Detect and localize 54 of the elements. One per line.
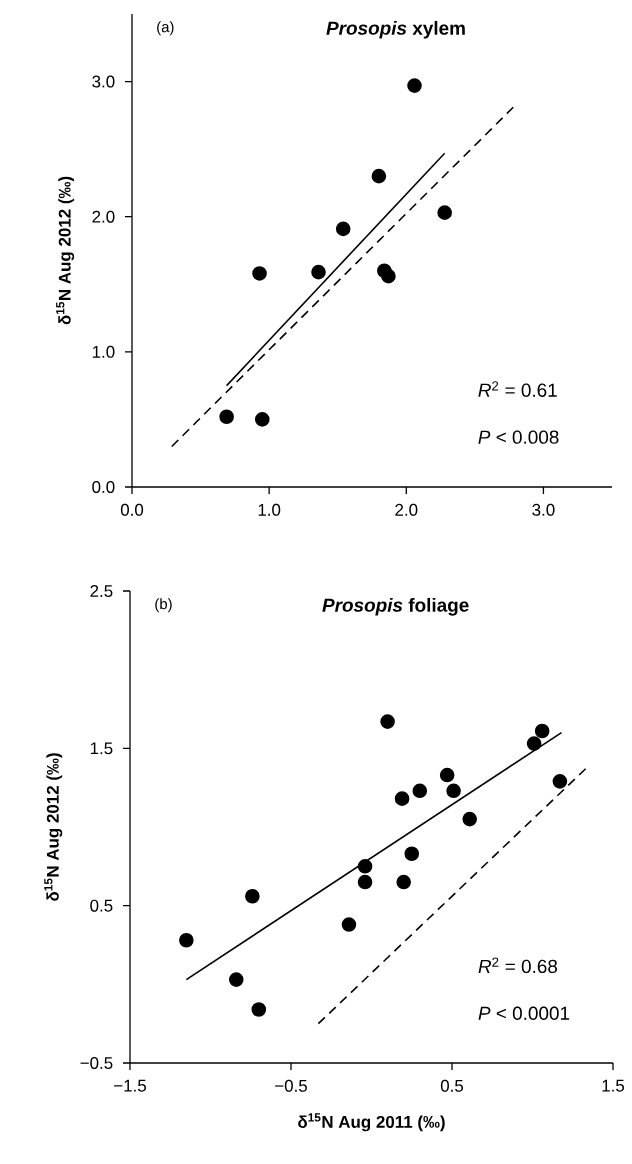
point [380,714,395,729]
annotation: (b) [155,598,172,613]
point [446,783,461,799]
x-axis-title: δ$^{15}$N Aug 2011 (‰) [298,1113,445,1132]
y-tick-label: 1.5 [90,742,113,755]
x-tick-label: 3.0 [532,503,555,516]
point [371,168,387,184]
point [439,767,455,783]
point [394,791,410,806]
point [412,783,428,799]
point [404,846,420,862]
y-axis-title: δ$^{15}$N Aug 2012 (‰) [44,753,63,901]
y-tick-label: 0.0 [92,480,115,493]
y-axis-title: δ$^{15}$N Aug 2012 (‰) [56,176,75,325]
point [526,736,542,751]
y-tick-label: −0.5 [80,1056,113,1069]
x-tick-label: 1.0 [258,503,281,516]
point [437,205,452,220]
point [396,874,411,890]
x-tick-label: −1.5 [114,1079,146,1092]
chart-title: Prosopis foliage [322,597,469,616]
point [228,972,244,987]
point [245,888,260,904]
point [254,412,270,427]
x-tick-label: 2.0 [395,503,418,516]
point [252,266,267,281]
annotation: R$^{2}$ = 0.61 [478,381,557,397]
x-tick-label: 1.5 [602,1079,625,1092]
point [534,723,550,739]
point [251,1002,267,1017]
x-tick-label: 0.0 [120,503,144,516]
point [335,221,351,237]
chart-title: Prosopis xylem [326,20,465,39]
y-tick-label: 1.0 [92,345,115,358]
y-tick-label: 2.5 [90,584,113,597]
annotation: R$^{2}$ = 0.68 [478,957,558,974]
y-tick-label: 2.0 [92,210,115,223]
annotation: (a) [157,21,174,36]
point [179,932,194,948]
annotation: P < 0.0001 [478,1006,570,1020]
y-tick-label: 0.5 [90,899,113,912]
point [357,874,373,890]
y-tick-label: 3.0 [92,75,115,88]
point [407,78,422,93]
point [357,859,373,874]
point [311,264,326,280]
point [552,774,568,789]
point [219,409,234,425]
x-tick-label: −0.5 [275,1079,307,1092]
point [381,268,396,284]
x-tick-label: 0.5 [440,1079,464,1092]
point [341,917,357,932]
point [462,811,478,827]
annotation: P < 0.008 [478,430,559,444]
